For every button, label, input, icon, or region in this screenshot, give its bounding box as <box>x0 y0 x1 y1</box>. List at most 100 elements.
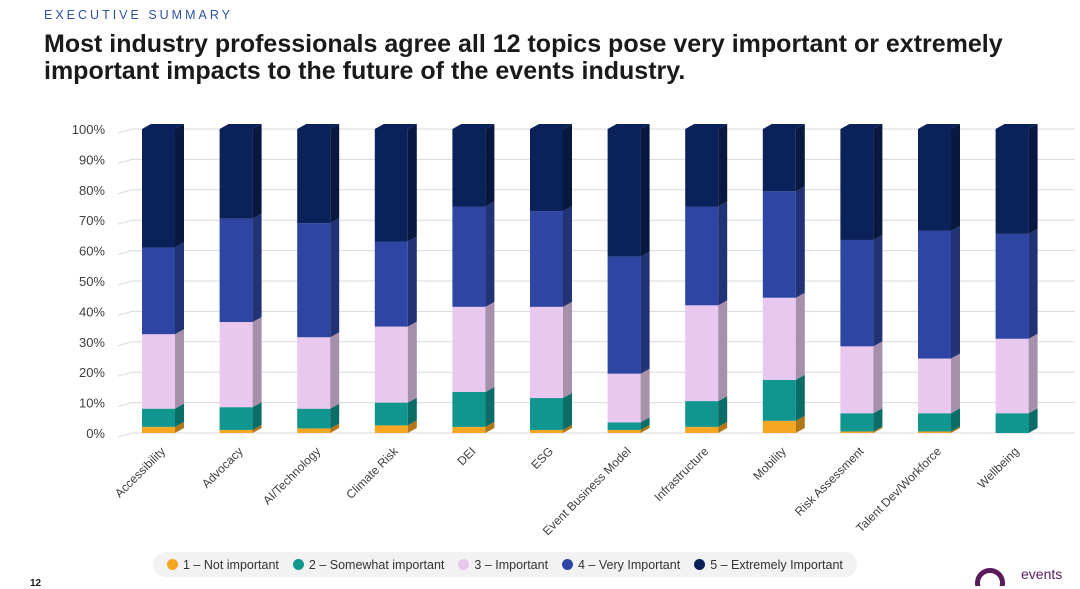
bar-segment <box>762 420 796 433</box>
bar-segment <box>995 129 1029 234</box>
bar-segment-side <box>330 124 340 224</box>
bar-segment-side <box>563 424 572 433</box>
legend-swatch <box>167 559 178 570</box>
bar-segment <box>219 322 253 408</box>
bar-segment <box>452 426 486 433</box>
bar-segment-side <box>485 386 495 427</box>
bar-segment <box>452 391 486 427</box>
bar-top <box>607 124 650 129</box>
x-tick-label: Infrastructure <box>651 444 711 504</box>
bar-segment-side <box>795 374 805 421</box>
bar-segment <box>685 426 719 433</box>
gridline-depth <box>117 189 133 195</box>
bar-segment-side <box>795 186 805 298</box>
bar-segment <box>607 373 641 423</box>
bar-segment <box>452 129 486 207</box>
x-tick-label: Talent Dev/Workforce <box>853 444 944 535</box>
bar-segment <box>530 129 563 212</box>
x-tick-label: Risk Assessment <box>792 444 867 519</box>
bar-segment <box>685 401 719 427</box>
y-tick-label: 80% <box>79 183 105 198</box>
bar-segment <box>995 233 1029 339</box>
x-tick-label: DEI <box>454 444 478 468</box>
bar-segment <box>530 306 563 399</box>
bar-segment <box>297 129 331 224</box>
legend-item: 3 – Important <box>458 558 548 572</box>
bar-segment-side <box>795 415 805 433</box>
bar-segment-side <box>873 234 883 347</box>
bar-top <box>762 124 805 129</box>
legend-label: 1 – Not important <box>183 557 279 572</box>
bar-segment <box>607 429 641 433</box>
bar-segment-side <box>563 124 572 212</box>
bar-segment <box>685 206 719 306</box>
bar-top <box>374 124 417 129</box>
bar-segment <box>142 426 175 433</box>
bar-segment-side <box>951 426 960 433</box>
bar-segment-side <box>718 201 728 306</box>
brand-logo: events <box>975 566 1080 586</box>
bar-segment-side <box>252 213 262 323</box>
legend-item: 4 – Very Important <box>562 558 680 572</box>
x-tick-label: Event Business Model <box>540 444 634 538</box>
bar-segment <box>840 413 874 432</box>
bar-segment-side <box>718 124 728 207</box>
bar-segment-side <box>640 424 650 433</box>
bar-top <box>219 124 262 129</box>
bar-segment <box>918 358 951 414</box>
bar-segment-side <box>252 124 262 219</box>
gridline-depth <box>117 280 133 286</box>
x-tick-label: Wellbeing <box>975 444 1022 491</box>
bar-segment <box>840 431 874 433</box>
bar-segment <box>840 239 874 347</box>
bar-segment <box>374 402 408 426</box>
bar-segment-side <box>175 242 184 335</box>
bar-segment-side <box>873 426 883 433</box>
y-tick-label: 20% <box>79 365 105 380</box>
bar-segment-side <box>718 396 728 427</box>
x-tick-label: Accessibility <box>112 444 168 500</box>
bar-segment <box>840 346 874 414</box>
bar-segment <box>142 334 175 409</box>
chart-legend: 1 – Not important 2 – Somewhat important 3… <box>153 552 857 577</box>
gridline-depth <box>117 128 133 134</box>
bar-segment <box>297 428 331 433</box>
bar-top <box>530 124 572 129</box>
y-tick-label: 100% <box>72 122 106 137</box>
page-headline: Most industry professionals agree all 12… <box>44 30 1003 85</box>
bar-segment-side <box>330 423 340 433</box>
gridline-depth <box>117 158 133 164</box>
x-tick-label: Advocacy <box>199 444 246 491</box>
bar-segment <box>762 297 796 380</box>
legend-swatch <box>694 559 706 570</box>
bar-segment-side <box>175 329 184 409</box>
bar-segment-side <box>873 341 883 414</box>
bar-segment <box>142 408 175 427</box>
bar-segment <box>840 129 874 240</box>
bar-segment <box>607 256 641 374</box>
bar-segment <box>918 230 951 359</box>
bar-top <box>297 124 340 129</box>
eyebrow-label: EXECUTIVE SUMMARY <box>44 8 233 22</box>
y-tick-label: 90% <box>79 152 105 167</box>
bar-segment-side <box>330 403 340 429</box>
bar-segment-side <box>640 417 650 430</box>
bar-segment <box>452 306 486 392</box>
bar-segment <box>607 129 641 257</box>
y-tick-label: 50% <box>79 274 105 289</box>
legend-label: 2 – Somewhat important <box>308 557 445 572</box>
bar-segment <box>374 129 408 242</box>
bar-segment-side <box>951 124 960 231</box>
y-tick-label: 60% <box>79 244 105 259</box>
bar-segment-side <box>485 301 495 392</box>
legend-item: 1 – Not important <box>167 558 279 572</box>
x-tick-label: Mobility <box>750 444 789 483</box>
bar-segment <box>995 413 1029 433</box>
bar-segment-side <box>407 321 417 403</box>
bar-segment-side <box>407 420 417 433</box>
legend-swatch <box>292 559 304 570</box>
bar-segment <box>762 191 796 298</box>
legend-swatch <box>458 559 470 570</box>
bar-segment <box>530 398 563 430</box>
bar-top <box>685 124 728 129</box>
